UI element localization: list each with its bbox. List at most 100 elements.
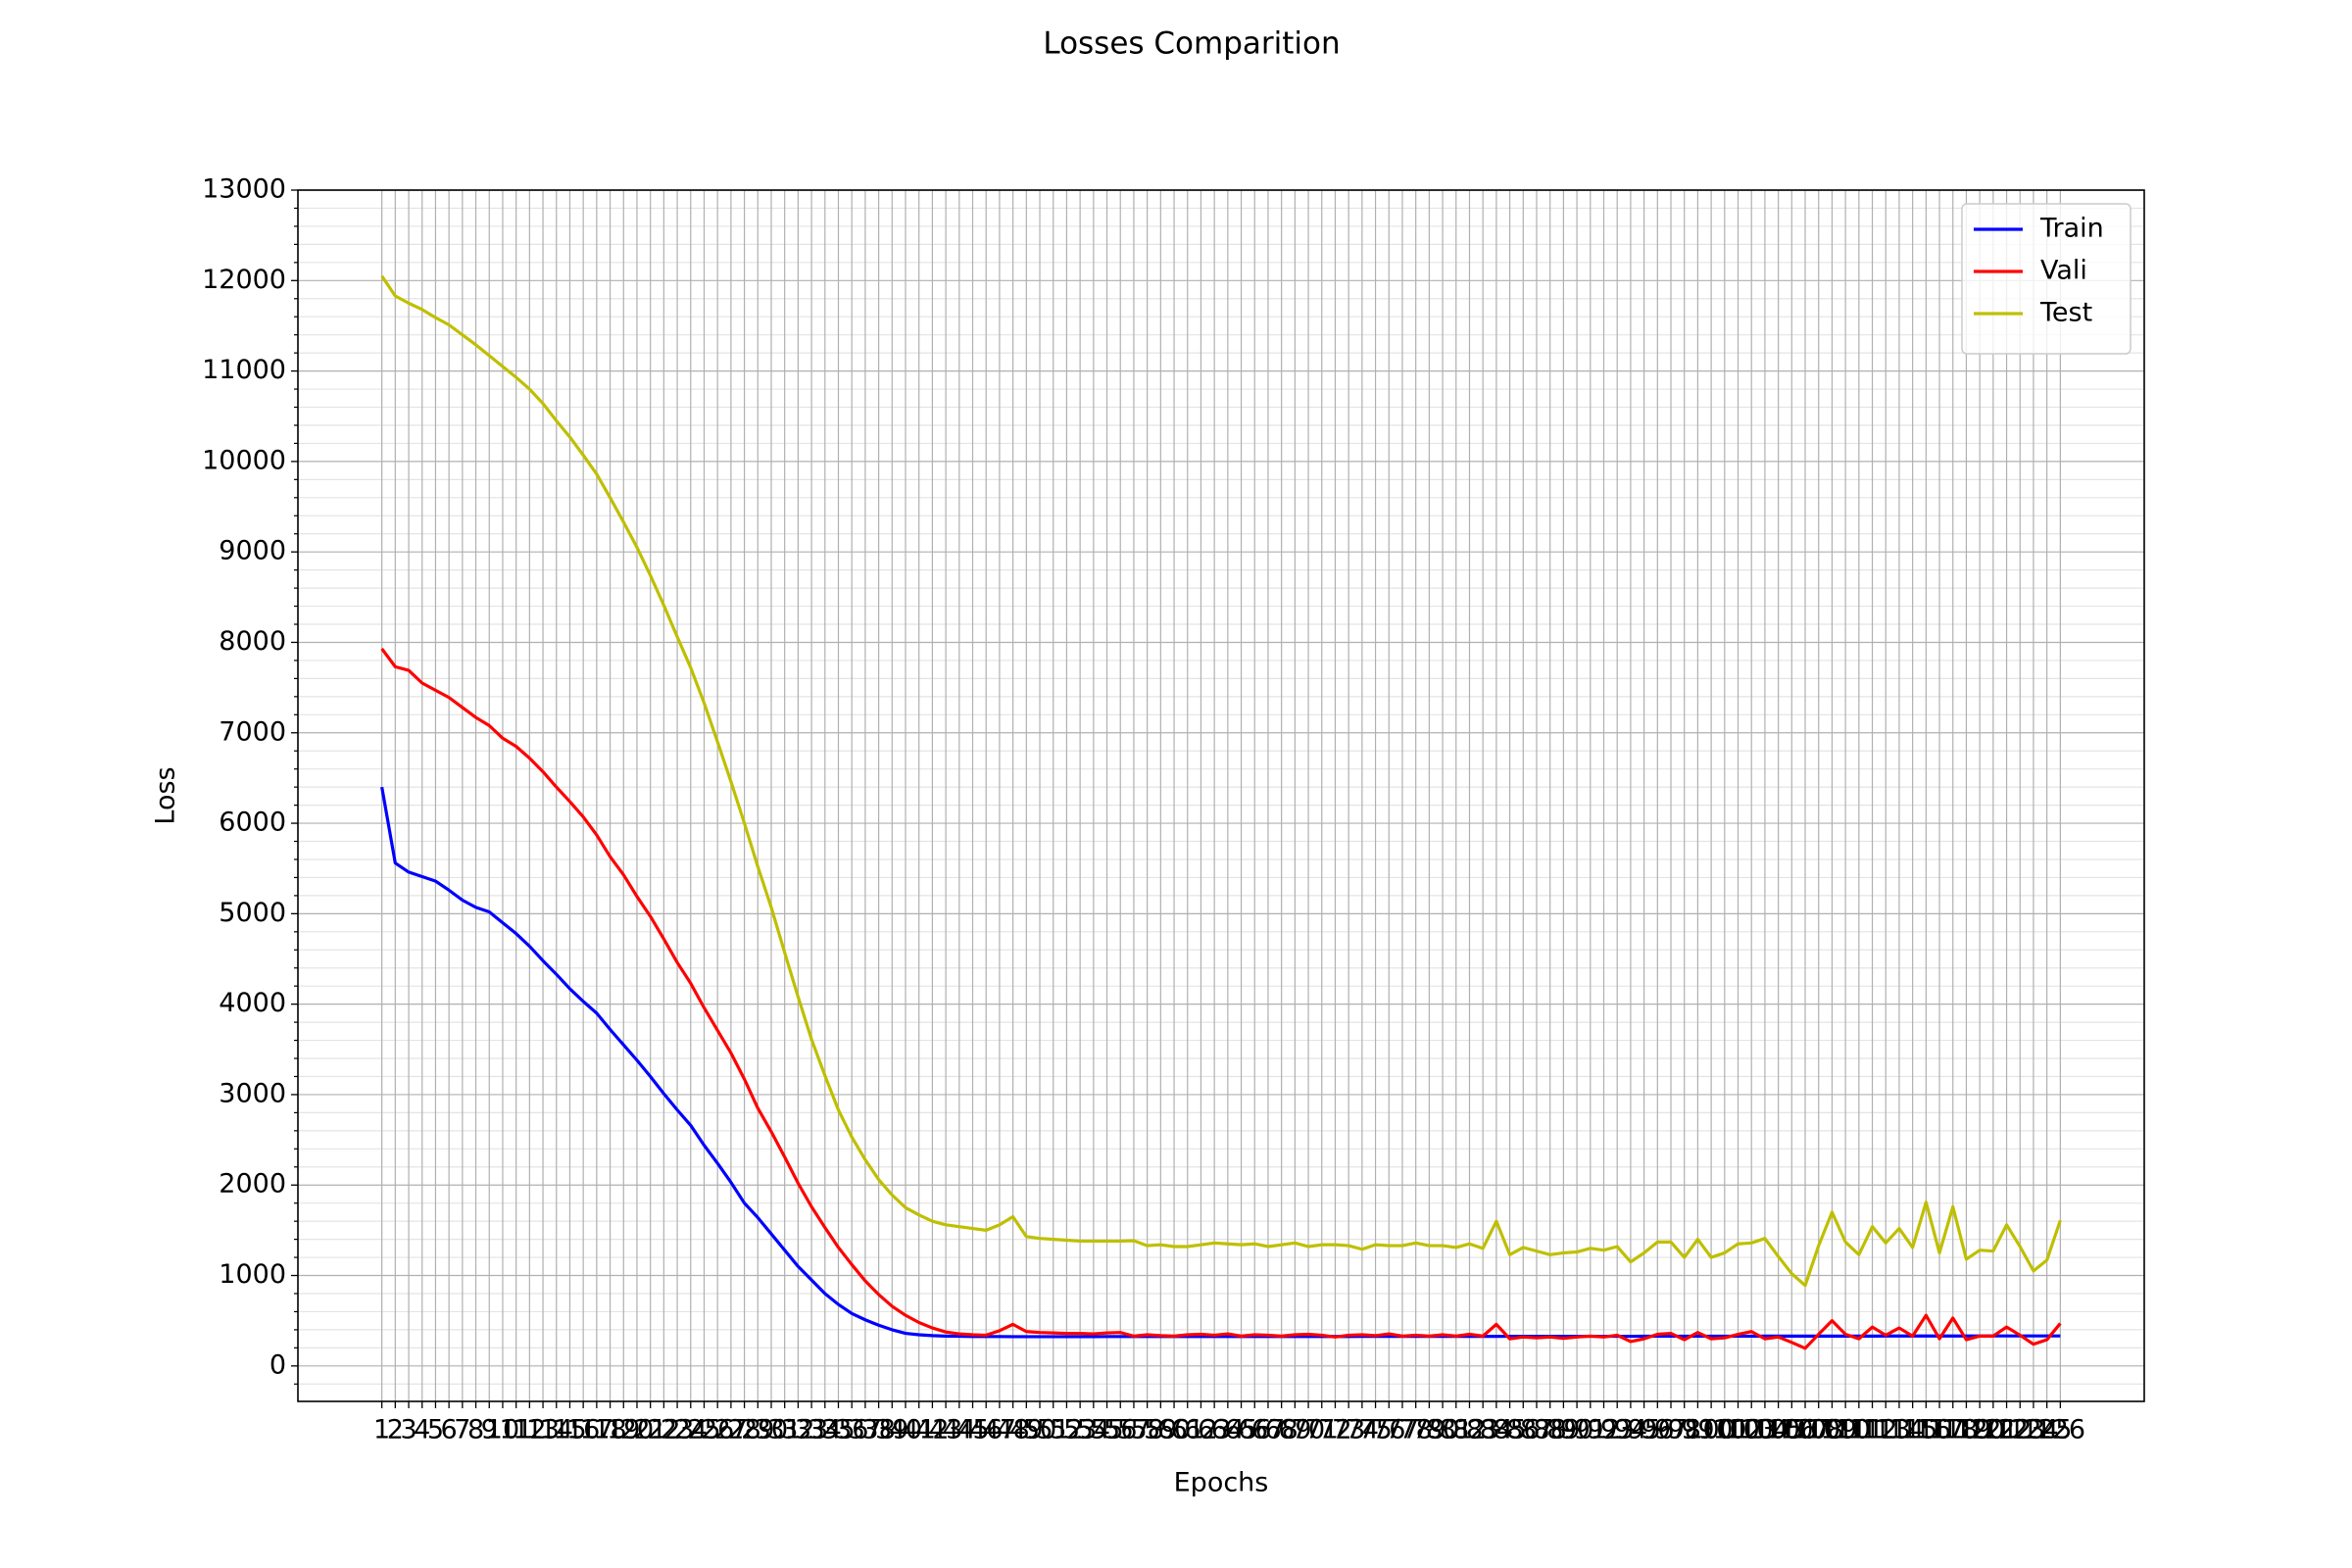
x-tick-label: 50 <box>1023 1415 1056 1446</box>
x-tick-label: 108 <box>1793 1415 1844 1446</box>
x-tick-label: 42 <box>915 1415 949 1446</box>
x-tick-label: 58 <box>1130 1415 1163 1446</box>
x-tick-label: 101 <box>1699 1415 1750 1446</box>
x-tick-label: 55 <box>1090 1415 1123 1446</box>
x-tick-label: 71 <box>1305 1415 1339 1446</box>
x-tick-label: 4 <box>414 1415 430 1446</box>
x-tick-label: 70 <box>1292 1415 1325 1446</box>
x-tick-label: 81 <box>1440 1415 1473 1446</box>
x-tick-label: 7 <box>454 1415 470 1446</box>
x-tick-label: 111 <box>1834 1415 1885 1446</box>
x-tick-label: 23 <box>661 1415 694 1446</box>
x-tick-label: 124 <box>2008 1415 2059 1446</box>
x-tick-label: 73 <box>1332 1415 1365 1446</box>
chart-title: Losses Comparition <box>1043 26 1340 62</box>
x-tick-label: 11 <box>499 1415 532 1446</box>
x-tick-label: 125 <box>2022 1415 2073 1446</box>
x-tick-label: 13 <box>526 1415 560 1446</box>
x-tick-label: 69 <box>1278 1415 1311 1446</box>
x-tick-label: 84 <box>1480 1415 1513 1446</box>
x-tick-label: 102 <box>1713 1415 1764 1446</box>
x-tick-label: 54 <box>1077 1415 1110 1446</box>
legend-label: Vali <box>2040 256 2087 286</box>
x-tick-label: 115 <box>1887 1415 1938 1446</box>
x-tick-label: 15 <box>553 1415 586 1446</box>
x-tick-label: 25 <box>687 1415 720 1446</box>
x-tick-label: 92 <box>1587 1415 1620 1446</box>
x-tick-label: 95 <box>1627 1415 1660 1446</box>
x-tick-label: 105 <box>1753 1415 1804 1446</box>
plot-frame <box>297 189 2145 1402</box>
y-tick-label: 13000 <box>202 174 286 205</box>
y-tick-label: 8000 <box>219 626 286 657</box>
x-tick-label: 5 <box>427 1415 444 1446</box>
x-tick-label: 64 <box>1211 1415 1245 1446</box>
x-tick-label: 119 <box>1941 1415 1992 1446</box>
x-tick-label: 26 <box>701 1415 734 1446</box>
x-tick-label: 39 <box>875 1415 908 1446</box>
x-tick-label: 31 <box>768 1415 802 1446</box>
x-tick-label: 78 <box>1398 1415 1432 1446</box>
x-tick-label: 53 <box>1063 1415 1097 1446</box>
x-tick-label: 41 <box>903 1415 936 1446</box>
y-tick-label: 9000 <box>219 536 286 566</box>
x-tick-label: 86 <box>1506 1415 1540 1446</box>
x-tick-label: 12 <box>513 1415 546 1446</box>
x-tick-label: 17 <box>580 1415 613 1446</box>
x-tick-label: 91 <box>1574 1415 1607 1446</box>
x-tick-label: 90 <box>1560 1415 1593 1446</box>
x-tick-label: 82 <box>1452 1415 1486 1446</box>
x-tick-label: 89 <box>1546 1415 1580 1446</box>
x-tick-label: 40 <box>889 1415 922 1446</box>
x-tick-label: 62 <box>1184 1415 1217 1446</box>
x-tick-label: 63 <box>1198 1415 1231 1446</box>
x-tick-label: 22 <box>647 1415 680 1446</box>
x-tick-label: 49 <box>1009 1415 1043 1446</box>
x-tick-label: 47 <box>983 1415 1016 1446</box>
x-tick-label: 1 <box>373 1415 390 1446</box>
x-tick-label: 20 <box>620 1415 654 1446</box>
y-tick-label: 3000 <box>219 1078 286 1108</box>
data-line <box>380 786 2061 1339</box>
y-tick-label: 1000 <box>219 1259 286 1290</box>
y-tick-label: 6000 <box>219 808 286 838</box>
x-tick-label: 29 <box>741 1415 774 1446</box>
x-tick-label: 21 <box>633 1415 666 1446</box>
x-tick-label: 76 <box>1372 1415 1405 1446</box>
x-tick-label: 100 <box>1686 1415 1737 1446</box>
x-tick-label: 122 <box>1982 1415 2033 1446</box>
x-tick-label: 103 <box>1726 1415 1777 1446</box>
x-tick-label: 121 <box>1968 1415 2019 1446</box>
x-tick-label: 16 <box>566 1415 600 1446</box>
x-tick-label: 99 <box>1681 1415 1714 1446</box>
x-tick-label: 93 <box>1600 1415 1634 1446</box>
x-tick-label: 118 <box>1928 1415 1979 1446</box>
x-tick-label: 51 <box>1037 1415 1070 1446</box>
y-tick-label: 4000 <box>219 988 286 1018</box>
x-tick-label: 33 <box>795 1415 828 1446</box>
x-tick-label: 37 <box>849 1415 882 1446</box>
x-tick-label: 109 <box>1807 1415 1858 1446</box>
x-tick-label: 117 <box>1914 1415 1965 1446</box>
x-tick-label: 88 <box>1534 1415 1567 1446</box>
data-line <box>380 274 2062 1288</box>
x-tick-label: 96 <box>1641 1415 1674 1446</box>
legend-box <box>1961 203 2132 355</box>
x-tick-label: 30 <box>755 1415 788 1446</box>
y-tick-label: 11000 <box>202 355 286 385</box>
x-tick-label: 27 <box>714 1415 748 1446</box>
x-tick-label: 6 <box>441 1415 458 1446</box>
x-tick-label: 87 <box>1520 1415 1553 1446</box>
x-tick-label: 14 <box>540 1415 573 1446</box>
x-tick-label: 104 <box>1740 1415 1790 1446</box>
x-tick-label: 123 <box>1994 1415 2045 1446</box>
x-tick-label: 19 <box>607 1415 640 1446</box>
x-tick-label: 94 <box>1614 1415 1647 1446</box>
x-tick-label: 3 <box>400 1415 416 1446</box>
x-tick-label: 126 <box>2035 1415 2086 1446</box>
x-tick-label: 98 <box>1668 1415 1701 1446</box>
x-tick-label: 35 <box>821 1415 855 1446</box>
x-tick-label: 120 <box>1954 1415 2005 1446</box>
x-tick-label: 97 <box>1654 1415 1688 1446</box>
